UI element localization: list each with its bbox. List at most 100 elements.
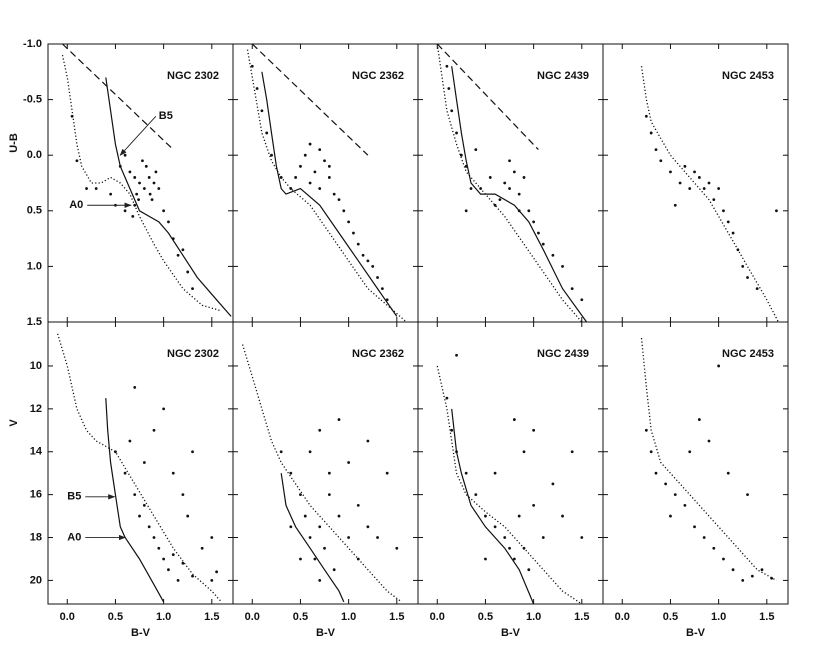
- y-tick-label: 20: [30, 574, 42, 586]
- star-point: [508, 187, 511, 190]
- y-tick-label: 14: [30, 446, 43, 458]
- star-point: [746, 276, 749, 279]
- star-point: [154, 170, 158, 174]
- star-point: [693, 525, 696, 529]
- star-point: [707, 181, 711, 185]
- star-point: [570, 287, 574, 291]
- star-point: [337, 198, 341, 202]
- star-point: [517, 192, 521, 196]
- star-point: [731, 231, 735, 235]
- annotation-arrow: [119, 115, 157, 156]
- star-point: [508, 546, 511, 550]
- star-point: [157, 546, 161, 550]
- star-point: [746, 493, 749, 497]
- star-point: [186, 514, 190, 518]
- star-point: [332, 192, 336, 196]
- x-axis-label: B-V: [686, 627, 706, 639]
- star-point: [137, 198, 140, 202]
- y-tick-label: 0.0: [27, 149, 42, 161]
- star-point: [722, 557, 725, 561]
- star-point: [135, 192, 139, 196]
- star-point: [308, 450, 312, 454]
- star-point: [654, 148, 658, 152]
- star-point: [361, 253, 365, 257]
- star-point: [157, 187, 161, 190]
- star-point: [385, 471, 389, 475]
- x-tick-label: 0.0: [245, 611, 260, 623]
- star-point: [133, 493, 137, 497]
- star-point: [683, 503, 687, 507]
- star-point: [503, 536, 507, 539]
- star-point: [445, 64, 449, 68]
- star-point: [541, 242, 545, 246]
- star-point: [152, 181, 156, 185]
- x-tick-label: 0.0: [60, 611, 75, 623]
- y-axis-label: U-B: [8, 133, 20, 153]
- solid-line: [105, 398, 165, 603]
- star-point: [138, 514, 141, 518]
- star-point: [181, 248, 185, 252]
- star-point: [318, 148, 322, 152]
- panel-title: NGC 2362: [352, 348, 404, 360]
- y-tick-label: 1.5: [27, 316, 42, 328]
- star-point: [148, 192, 152, 196]
- star-point: [717, 187, 721, 190]
- star-point: [395, 546, 399, 550]
- star-point: [649, 131, 653, 135]
- dotted-line: [436, 365, 583, 605]
- star-point: [356, 503, 360, 507]
- star-point: [299, 493, 302, 497]
- star-point: [181, 493, 185, 497]
- star-point: [474, 148, 478, 152]
- star-point: [327, 164, 331, 168]
- star-point: [450, 109, 454, 113]
- star-point: [75, 159, 79, 163]
- star-point: [649, 450, 653, 454]
- star-point: [488, 176, 492, 179]
- y-tick-label: 12: [30, 403, 42, 415]
- star-point: [128, 170, 132, 174]
- star-point: [347, 536, 351, 539]
- star-point: [702, 536, 706, 539]
- y-tick-label: 10: [30, 360, 42, 372]
- x-tick-label: 0.5: [478, 611, 493, 623]
- star-point: [726, 220, 730, 224]
- star-point: [561, 265, 564, 268]
- star-point: [644, 428, 648, 432]
- star-point: [265, 131, 269, 135]
- star-point: [289, 525, 293, 529]
- x-tick-label: 1.0: [156, 611, 171, 623]
- panel-frame: [602, 321, 789, 605]
- star-point: [673, 493, 677, 497]
- star-point: [342, 209, 346, 213]
- star-point: [162, 407, 166, 411]
- star-point: [85, 187, 88, 190]
- y-tick-label: -0.5: [23, 94, 42, 106]
- star-point: [303, 514, 307, 518]
- star-point: [693, 170, 696, 174]
- y-tick-label: 0.5: [27, 205, 42, 217]
- panel-title: NGC 2453: [722, 348, 774, 360]
- star-point: [299, 557, 302, 561]
- star-point: [750, 574, 754, 578]
- star-point: [673, 203, 677, 207]
- star-point: [654, 471, 658, 475]
- x-tick-label: 0.0: [615, 611, 630, 623]
- star-point: [171, 471, 175, 475]
- star-point: [142, 503, 146, 507]
- star-point: [318, 428, 322, 432]
- star-point: [142, 461, 146, 464]
- star-point: [128, 439, 132, 443]
- x-axis-label: B-V: [501, 627, 521, 639]
- star-point: [337, 418, 341, 421]
- star-point: [327, 471, 331, 475]
- star-point: [669, 170, 672, 174]
- star-point: [215, 570, 219, 574]
- x-tick-label: 1.0: [526, 611, 541, 623]
- solid-line: [105, 77, 232, 317]
- star-point: [741, 265, 745, 268]
- star-point: [484, 514, 487, 518]
- star-point: [551, 482, 555, 486]
- star-point: [664, 482, 668, 486]
- star-point: [94, 187, 98, 190]
